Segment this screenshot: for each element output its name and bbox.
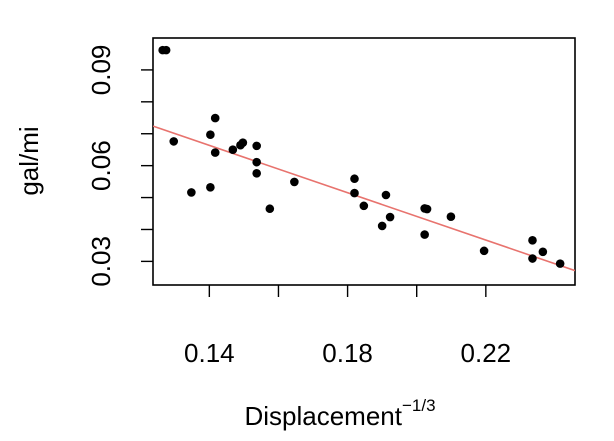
data-point (350, 174, 359, 184)
data-point (446, 212, 456, 222)
data-point (161, 45, 171, 55)
y-axis-title: gal/mi (14, 126, 44, 195)
y-tick-label: 0.03 (86, 236, 116, 287)
x-tick-label: 0.18 (322, 338, 373, 368)
data-point (206, 130, 215, 139)
fit-line-layer (153, 125, 575, 272)
data-point (377, 221, 387, 231)
data-point (169, 137, 179, 146)
x-axis: 0.14 0.18 0.22 (184, 285, 511, 368)
data-point (252, 141, 261, 151)
y-tick-label: 0.06 (86, 140, 116, 191)
plot-frame (152, 37, 576, 286)
data-point (238, 138, 248, 147)
x-tick-label: 0.22 (461, 338, 512, 368)
data-point (538, 247, 548, 257)
x-tick-label: 0.14 (184, 338, 235, 368)
data-point (290, 177, 299, 187)
data-point (350, 188, 359, 198)
data-point (528, 236, 537, 245)
data-point (265, 204, 275, 214)
data-point (210, 148, 220, 157)
points-layer (158, 45, 565, 268)
data-point (420, 230, 429, 239)
y-tick-label: 0.09 (86, 45, 116, 96)
data-point (555, 259, 565, 268)
data-point (206, 183, 215, 192)
data-point (252, 169, 261, 178)
data-point (385, 212, 395, 222)
data-point (187, 188, 196, 197)
data-point (359, 201, 369, 211)
data-point (422, 204, 432, 214)
data-point (381, 190, 391, 200)
data-point (210, 113, 220, 123)
data-point (228, 145, 238, 154)
y-axis: 0.03 0.06 0.09 (86, 45, 153, 287)
regression-line (153, 125, 575, 272)
data-point (479, 246, 489, 256)
x-axis-title: Displacement−1/3 (244, 396, 435, 431)
data-point (528, 254, 537, 263)
data-point (252, 157, 261, 167)
